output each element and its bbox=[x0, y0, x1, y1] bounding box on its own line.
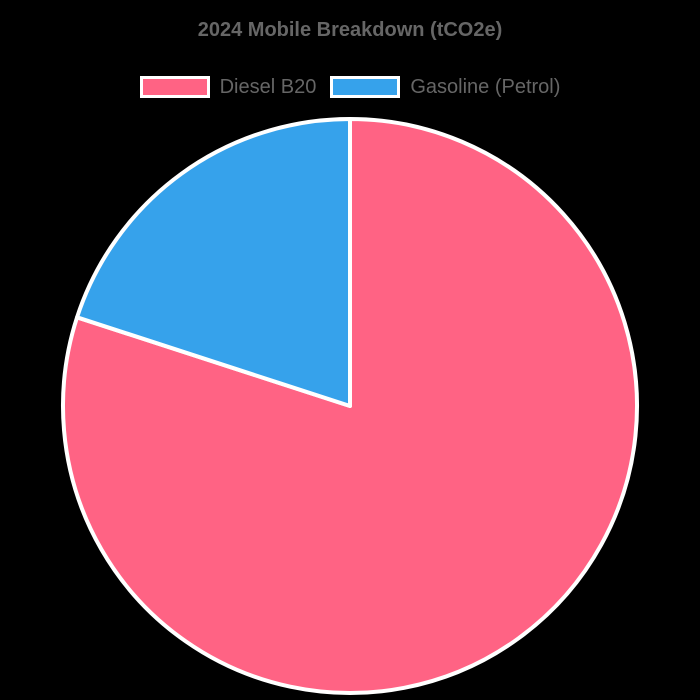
legend: Diesel B20 Gasoline (Petrol) bbox=[0, 76, 700, 98]
legend-item-diesel-b20[interactable]: Diesel B20 bbox=[139, 76, 317, 98]
chart-title: 2024 Mobile Breakdown (tCO2e) bbox=[197, 19, 503, 41]
legend-item-gasoline-petrol[interactable]: Gasoline (Petrol) bbox=[330, 76, 560, 98]
legend-swatch-diesel-b20 bbox=[139, 76, 210, 98]
legend-swatch-gasoline-petrol bbox=[330, 76, 401, 98]
legend-label-gasoline-petrol: Gasoline (Petrol) bbox=[410, 76, 561, 98]
legend-label-diesel-b20: Diesel B20 bbox=[219, 76, 317, 98]
pie-slice-gasoline-petrol[interactable] bbox=[75, 117, 352, 408]
